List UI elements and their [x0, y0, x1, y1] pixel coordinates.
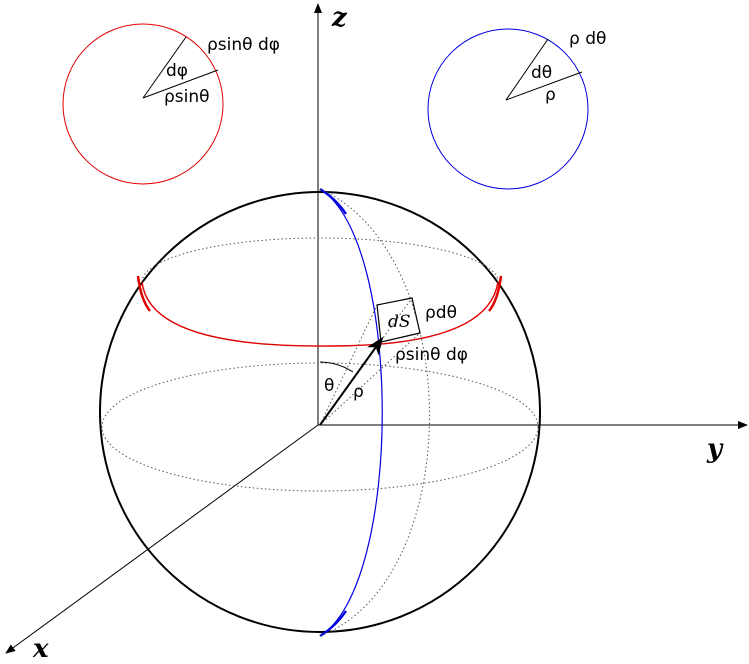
red-aux-radius-label: ρsinθ [164, 87, 210, 107]
meridian-blue-bottom-end [319, 610, 347, 638]
latitude-circle-back [141, 237, 499, 283]
meridian-blue [319, 188, 383, 637]
latitude-circle-red [141, 281, 499, 347]
red-aux-angle-label: dφ [166, 61, 188, 81]
x-axis-label: x [32, 634, 49, 664]
blue-aux-radius-label: ρ [545, 85, 556, 105]
meridian-dotted [319, 188, 430, 637]
y-axis-label: y [706, 434, 724, 464]
red-aux-radius-1 [142, 36, 187, 99]
patch-side-label: ρdθ [425, 303, 457, 323]
polar-angle-label: θ [324, 376, 334, 396]
red-aux-circle [62, 23, 224, 185]
x-axis [5, 424, 319, 654]
surface-patch-label: dS [388, 312, 411, 332]
position-vector-label: ρ [353, 382, 364, 402]
polar-angle-arc [319, 361, 354, 373]
blue-aux-radius-2 [505, 71, 583, 101]
sphere-outline [99, 191, 541, 633]
blue-aux-circle [427, 28, 589, 190]
z-axis-label: z [331, 3, 348, 33]
position-vector [319, 336, 384, 426]
patch-bottom-label: ρsinθ dφ [395, 345, 468, 365]
guide-line-1 [319, 304, 378, 426]
blue-aux-angle-label: dθ [531, 63, 552, 83]
red-aux-radius-2 [142, 69, 219, 99]
red-aux-arc-label: ρsinθ dφ [207, 35, 280, 55]
meridian-blue-top-end [319, 187, 347, 215]
blue-aux-radius-1 [505, 38, 549, 101]
blue-aux-arc-label: ρ dθ [569, 29, 606, 49]
guide-line-3 [319, 332, 421, 426]
equator-dotted [101, 362, 539, 492]
latitude-circle-red-left-end [136, 275, 151, 312]
latitude-circle-red-right-end [488, 275, 503, 312]
surface-patch [376, 297, 421, 343]
